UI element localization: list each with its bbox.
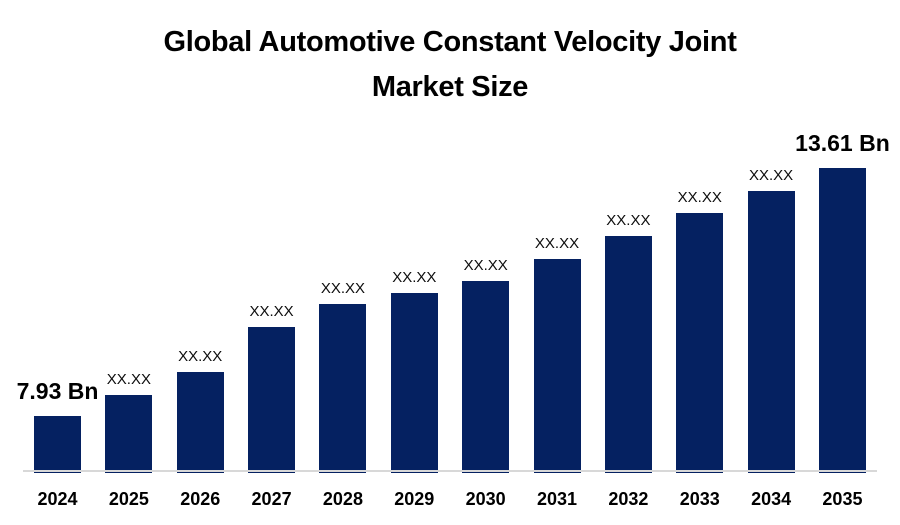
x-axis-line: [23, 470, 877, 472]
bar-column: XX.XX 2027: [248, 303, 296, 510]
x-axis-label: 2030: [465, 489, 506, 509]
bar: [34, 416, 81, 473]
x-axis-label: 2031: [536, 489, 578, 509]
bar: [176, 372, 224, 473]
bar: [818, 168, 866, 473]
bar-column: XX.XX 2026: [176, 348, 224, 510]
x-axis-label: 2033: [679, 489, 720, 509]
bar-value-label: 13.61 Bn: [795, 130, 890, 156]
x-axis-label: 2026: [180, 489, 221, 509]
bar: [676, 213, 724, 473]
bar-value-label: XX.XX: [320, 280, 366, 297]
bar-column: XX.XX 2032: [604, 212, 652, 510]
bar: [390, 293, 438, 473]
bar-column: 13.61 Bn 2035: [795, 130, 890, 510]
bar-value-label: XX.XX: [178, 348, 223, 365]
bar-value-label: XX.XX: [677, 189, 722, 206]
bar: [105, 395, 153, 473]
x-axis-label: 2028: [322, 489, 363, 509]
chart-title-line1: Global Automotive Constant Velocity Join…: [163, 26, 737, 58]
bar: [319, 304, 367, 473]
bar-column: 7.93 Bn 2024: [17, 378, 99, 510]
bar-value-label: XX.XX: [249, 303, 294, 320]
x-axis-label: 2025: [108, 489, 149, 509]
x-axis-label: 2035: [822, 489, 863, 509]
bar: [248, 327, 296, 473]
x-axis-label: 2027: [251, 489, 292, 509]
bar-column: XX.XX 2034: [747, 167, 795, 510]
bar-column: XX.XX 2030: [462, 257, 510, 510]
bar-column: XX.XX 2025: [105, 371, 153, 510]
x-axis-label: 2029: [394, 489, 435, 509]
bar-value-label: 7.93 Bn: [16, 378, 99, 404]
bar-value-label: XX.XX: [749, 167, 794, 184]
bar-value-label: XX.XX: [392, 269, 437, 286]
bar-value-label: XX.XX: [106, 371, 151, 388]
bar-value-label: XX.XX: [534, 235, 580, 252]
bar-column: XX.XX 2031: [533, 235, 581, 510]
bar-column: XX.XX 2029: [390, 269, 438, 510]
chart-title-line2: Market Size: [371, 71, 529, 103]
bar-value-label: XX.XX: [463, 257, 508, 274]
x-axis-label: 2034: [751, 489, 792, 509]
bar: [533, 259, 581, 473]
chart-title: Global Automotive Constant Velocity Join…: [0, 20, 900, 110]
bar-column: XX.XX 2033: [676, 189, 724, 510]
bar-value-label: XX.XX: [606, 212, 651, 229]
bar-column: XX.XX 2028: [319, 280, 367, 510]
bar: [747, 191, 795, 473]
plot-area: 7.93 Bn 2024 XX.XX 2025 XX.XX 2026 XX.XX…: [17, 128, 890, 510]
x-axis-label: 2024: [37, 489, 78, 509]
bar: [604, 236, 652, 473]
x-axis-label: 2032: [608, 489, 649, 509]
bar: [462, 281, 510, 473]
